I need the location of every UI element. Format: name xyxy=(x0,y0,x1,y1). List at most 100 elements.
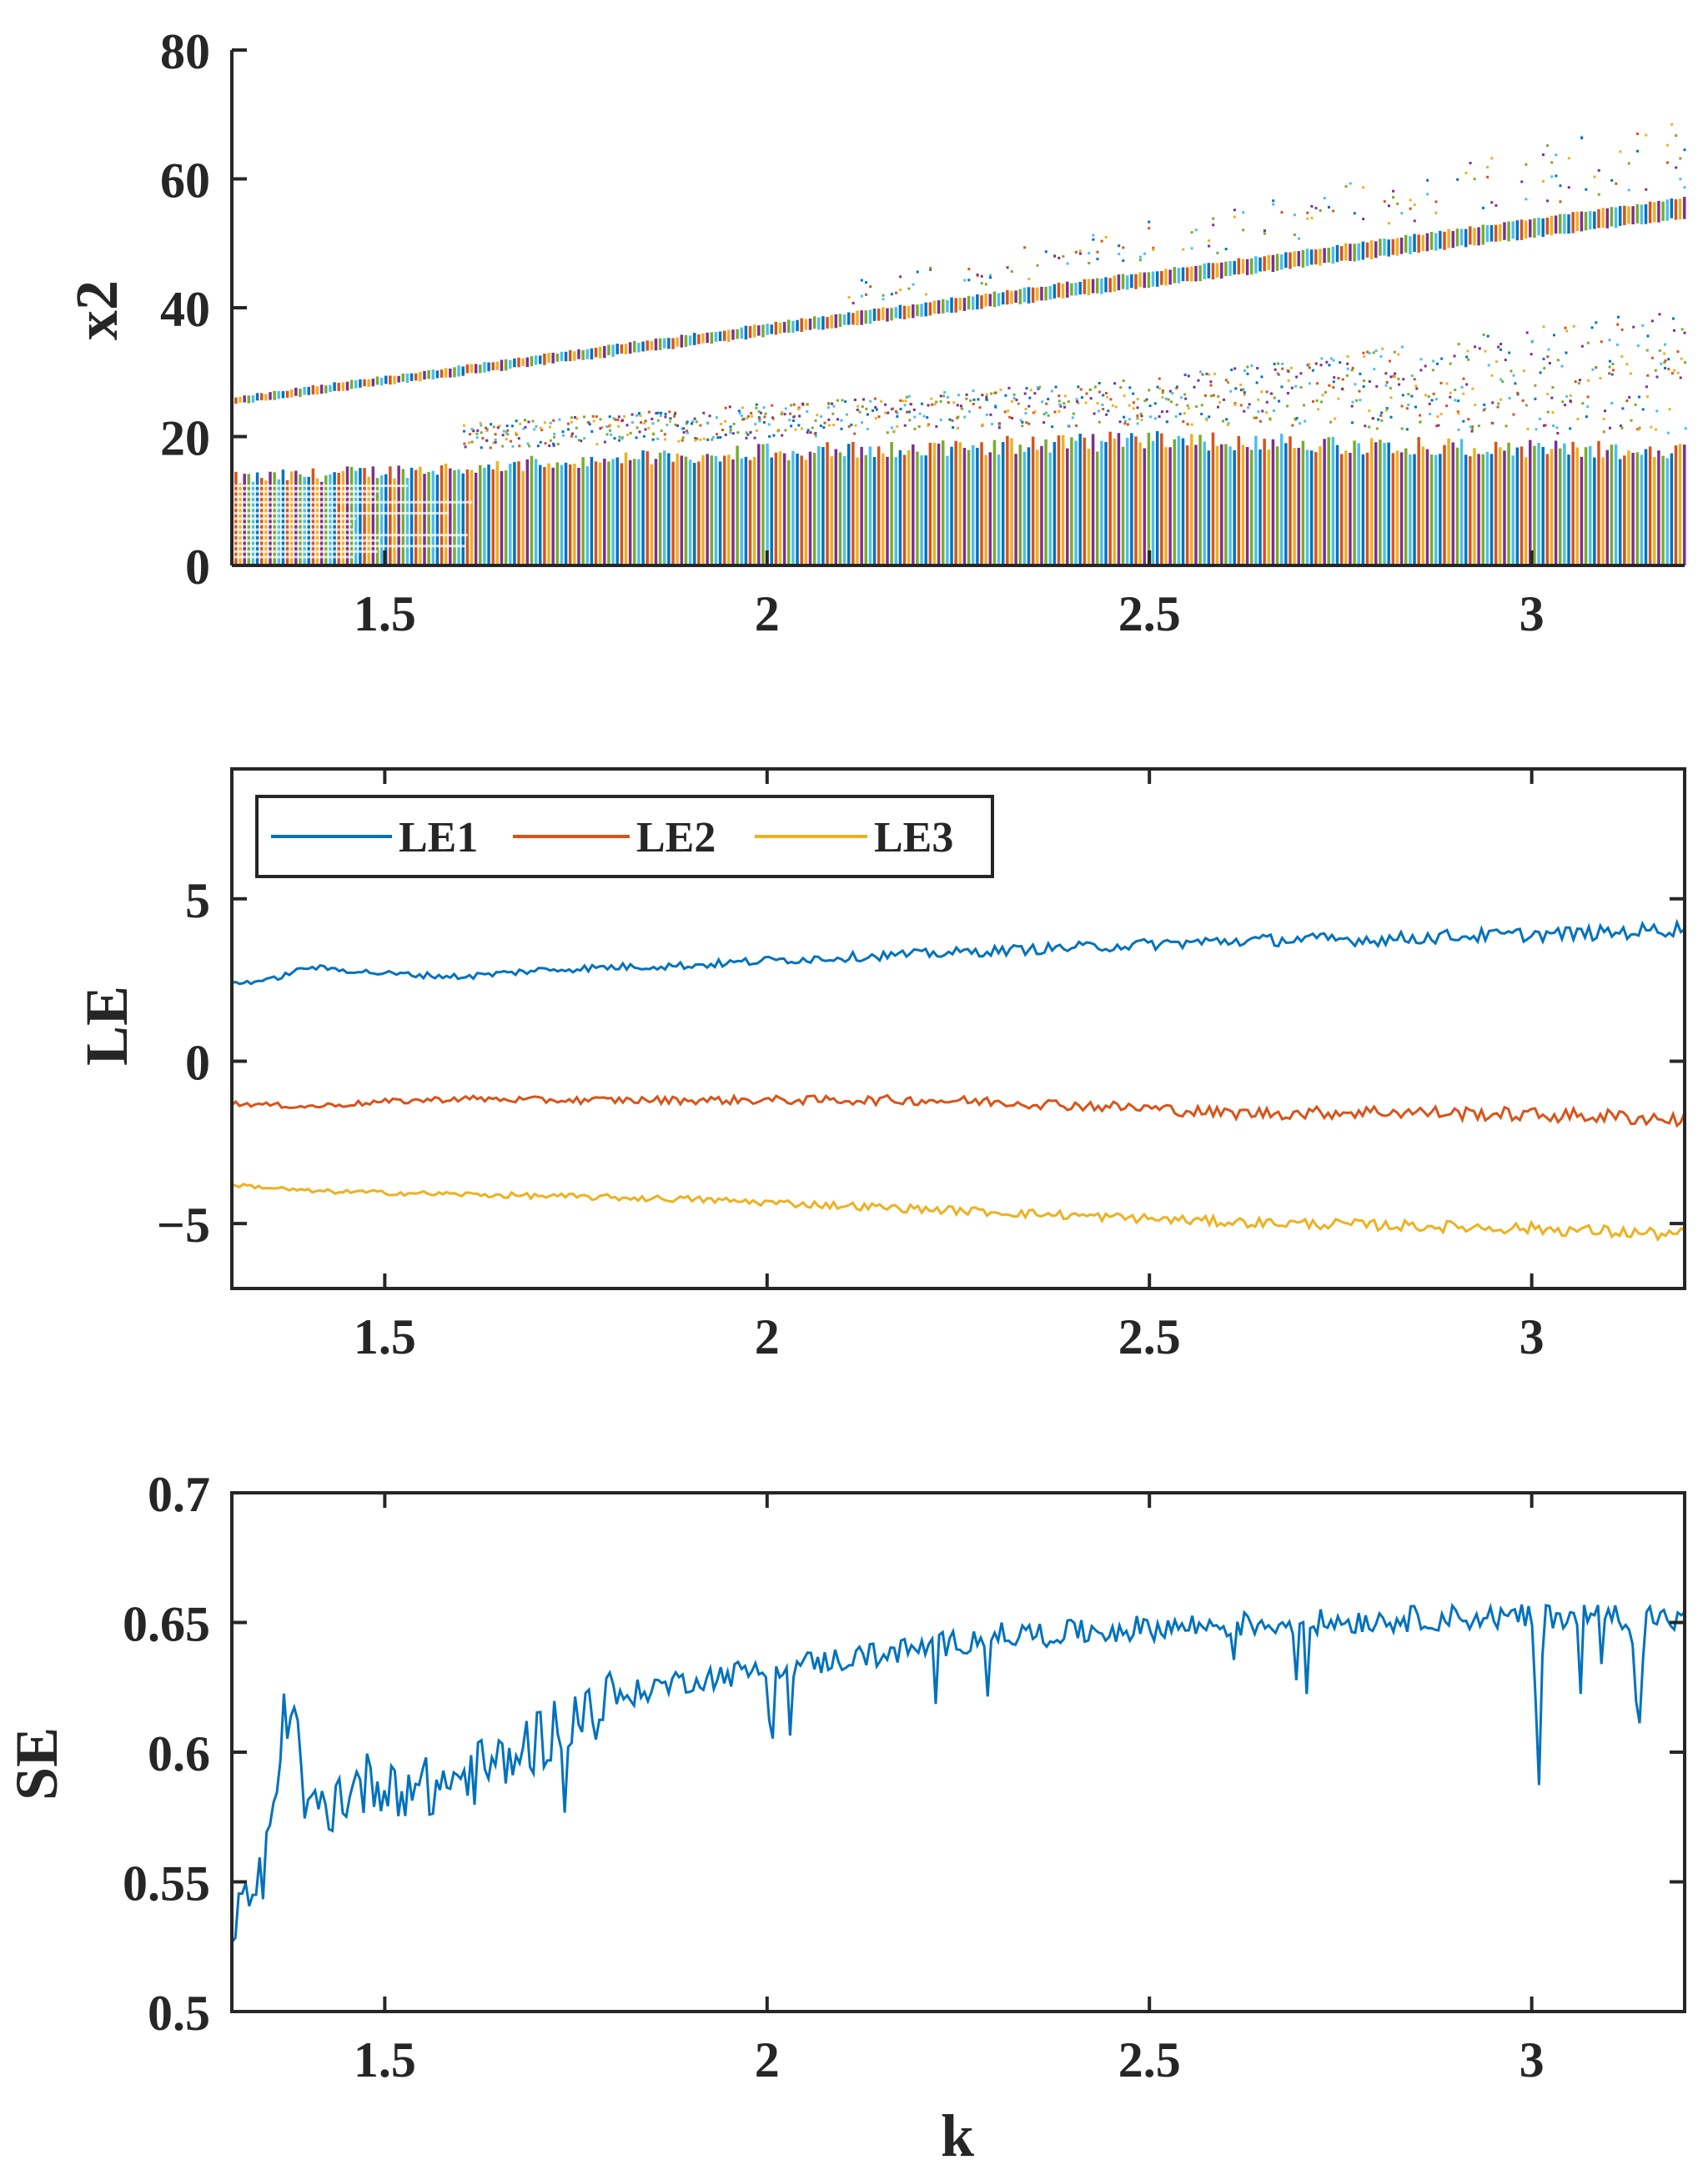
bifurcation-point xyxy=(699,438,702,441)
bifurcation-point xyxy=(1325,360,1329,364)
bifurcation-point xyxy=(1559,200,1562,203)
bifurcation-point xyxy=(1079,388,1083,391)
bifurcation-point xyxy=(1636,344,1640,348)
bifurcation-point xyxy=(1400,212,1404,215)
bifurcation-point xyxy=(1407,393,1410,396)
bifurcation-point xyxy=(1106,395,1109,399)
bifurcation-point xyxy=(1503,450,1506,565)
bifurcation-point xyxy=(1258,257,1262,272)
bifurcation-point xyxy=(1645,188,1648,191)
bifurcation-point xyxy=(259,393,264,400)
bifurcation-point xyxy=(492,441,495,445)
bifurcation-point xyxy=(1272,203,1275,206)
bifurcation-point xyxy=(1565,394,1569,398)
bifurcation-point xyxy=(607,344,610,355)
bifurcation-point xyxy=(1063,405,1067,409)
bifurcation-point xyxy=(1181,438,1185,565)
bifurcation-point xyxy=(1646,334,1650,338)
bifurcation-point xyxy=(1320,357,1324,360)
bifurcation-point xyxy=(511,445,515,448)
bifurcation-point xyxy=(686,429,689,433)
bifurcation-point xyxy=(1541,179,1545,183)
bifurcation-point xyxy=(1224,444,1228,565)
bifurcation-point xyxy=(1067,424,1070,428)
bifurcation-point xyxy=(651,438,655,441)
bifurcation-point xyxy=(706,438,710,441)
bifurcation-point xyxy=(741,414,744,418)
bifurcation-point xyxy=(1096,250,1099,254)
bifurcation-point xyxy=(1319,249,1322,266)
bifurcation-point xyxy=(1208,415,1211,419)
bifurcation-point xyxy=(1426,178,1429,182)
bifurcation-point xyxy=(846,413,849,416)
bifurcation-point xyxy=(899,275,902,279)
bifurcation-point xyxy=(1439,230,1442,249)
bifurcation-point xyxy=(1610,445,1614,565)
bifurcation-point xyxy=(1471,387,1474,390)
spectral-entropy-y-axis-label: SE xyxy=(3,1727,70,1801)
bifurcation-point xyxy=(583,437,586,440)
bifurcation-point xyxy=(927,404,930,407)
bifurcation-point xyxy=(1153,417,1157,420)
bifurcation-point xyxy=(788,419,791,422)
bifurcation-point xyxy=(523,419,526,422)
bifurcation-point xyxy=(534,355,538,365)
bifurcation-point xyxy=(1529,440,1532,565)
bifurcation-point xyxy=(1010,290,1013,304)
bifurcation-point xyxy=(1323,197,1326,200)
bifurcation-point xyxy=(1132,392,1135,395)
bifurcation-point xyxy=(1346,367,1349,370)
bifurcation-gap xyxy=(232,555,354,559)
bifurcation-point xyxy=(1525,404,1528,407)
bifurcation-point xyxy=(1256,366,1259,369)
bifurcation-point xyxy=(1183,393,1187,396)
bifurcation-point xyxy=(1181,267,1185,282)
bifurcation-point xyxy=(552,444,555,447)
bifurcation-point xyxy=(1521,399,1525,402)
bifurcation-point xyxy=(781,410,784,414)
bifurcation-point xyxy=(668,410,671,414)
bifurcation-point xyxy=(1486,165,1489,168)
bifurcation-point xyxy=(490,423,493,426)
bifurcation-point xyxy=(1014,454,1017,565)
bifurcation-point xyxy=(1552,334,1555,337)
bifurcation-point xyxy=(1195,404,1198,408)
bifurcation-point xyxy=(1580,344,1584,348)
bifurcation-point xyxy=(504,359,508,371)
bifurcation-point xyxy=(1161,391,1164,394)
bifurcation-point xyxy=(751,414,754,418)
bifurcation-point xyxy=(1134,274,1138,289)
bifurcation-point xyxy=(1667,367,1670,370)
bifurcation-point xyxy=(736,445,739,565)
bifurcation-point xyxy=(1429,231,1434,250)
bifurcation-point xyxy=(610,433,613,436)
bifurcation-point xyxy=(1331,436,1335,565)
bifurcation-point xyxy=(1286,369,1289,372)
bifurcation-point xyxy=(1615,182,1618,185)
bifurcation-point xyxy=(1494,203,1498,207)
bifurcation-point xyxy=(1597,193,1600,196)
bifurcation-point xyxy=(1259,419,1263,423)
bifurcation-point xyxy=(790,404,793,407)
bifurcation-point xyxy=(1546,410,1550,414)
bifurcation-point xyxy=(1586,395,1590,399)
bifurcation-point xyxy=(273,390,276,400)
bifurcation-point xyxy=(397,465,400,565)
bifurcation-point xyxy=(605,425,609,429)
bifurcation-point xyxy=(1485,225,1489,243)
bifurcation-point xyxy=(1194,445,1198,565)
bifurcation-point xyxy=(1620,328,1624,331)
bifurcation-point xyxy=(774,321,778,335)
bifurcation-point xyxy=(1123,394,1126,398)
bifurcation-point xyxy=(1556,359,1560,362)
bifurcation-point xyxy=(1581,402,1585,405)
bifurcation-point xyxy=(1186,423,1189,426)
bifurcation-point xyxy=(1550,449,1554,565)
bifurcation-point xyxy=(903,404,907,407)
bifurcation-point xyxy=(912,283,915,286)
bifurcation-point xyxy=(823,421,826,424)
bifurcation-point xyxy=(1443,445,1446,565)
bifurcation-point xyxy=(1611,362,1615,365)
bifurcation-point xyxy=(821,316,825,330)
bifurcation-point xyxy=(1293,213,1296,217)
